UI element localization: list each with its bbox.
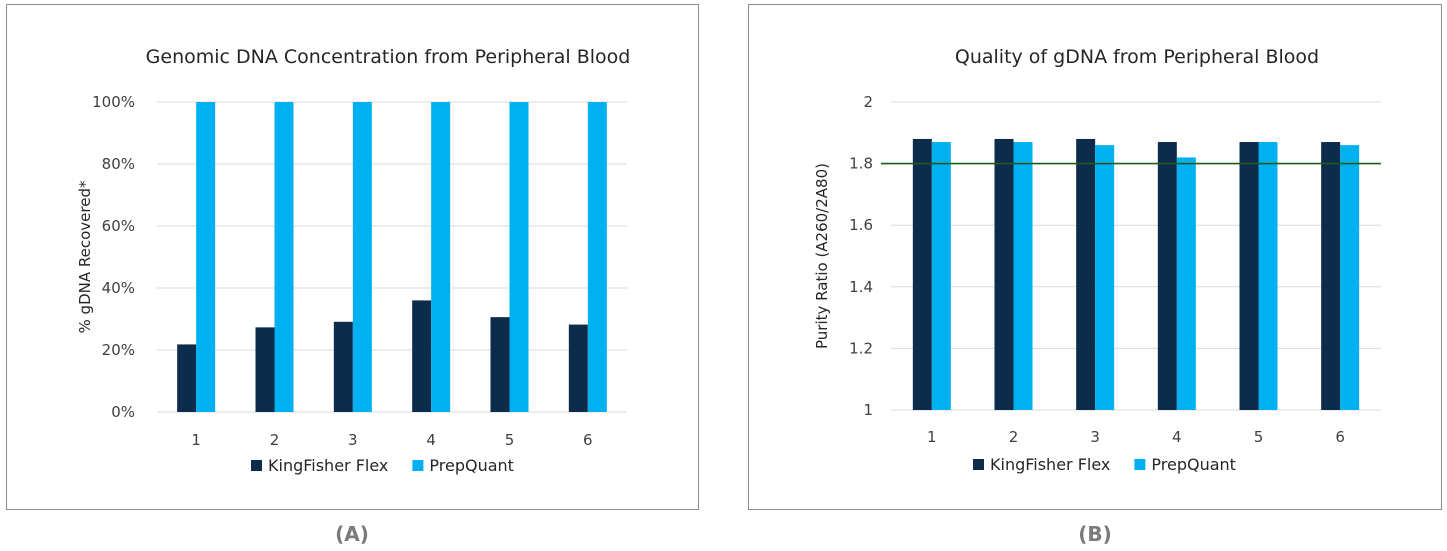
chart-a-legend-label-prepquant: PrepQuant (429, 456, 514, 475)
chart-b-ytick-label: 1.6 (849, 216, 873, 234)
chart-b-bar-prepquant (931, 142, 951, 411)
chart-a-legend-label-kingfisher: KingFisher Flex (268, 456, 388, 475)
chart-b-bar-prepquant (1340, 145, 1360, 410)
chart-b-category-label: 1 (927, 428, 937, 446)
chart-a-category-label: 5 (505, 431, 515, 449)
chart-a-bar-kingfisher (568, 324, 588, 412)
chart-a-ytick-label: 40% (102, 279, 135, 297)
caption-b: (B) (1078, 522, 1112, 546)
chart-a-bar-kingfisher (333, 321, 353, 412)
chart-a-bar-prepquant (196, 102, 216, 412)
chart-b-legend-swatch-prepquant (1134, 459, 1146, 470)
chart-a-category-label: 2 (270, 431, 280, 449)
chart-b-bar-kingfisher (1239, 142, 1259, 411)
chart-b-legend-swatch-kingfisher (973, 459, 984, 470)
chart-b-ytick-label: 2 (863, 93, 873, 111)
chart-b-category-label: 3 (1090, 428, 1100, 446)
chart-a-legend-swatch-prepquant (412, 460, 424, 471)
chart-a-bar-prepquant (509, 102, 529, 412)
chart-b-bar-kingfisher (912, 138, 932, 410)
chart-a-ytick-label: 60% (102, 217, 135, 235)
chart-b-ytick-label: 1.2 (849, 339, 873, 357)
chart-a-legend-swatch-kingfisher (251, 460, 262, 471)
chart-a-category-label: 6 (583, 431, 593, 449)
chart-a-ytick-label: 20% (102, 341, 135, 359)
chart-b-bar-prepquant (1013, 142, 1033, 411)
chart-b-category-label: 5 (1254, 428, 1264, 446)
chart-b-bar-kingfisher (994, 138, 1014, 410)
chart-panel-a: Genomic DNA Concentration from Periphera… (6, 4, 699, 510)
chart-b-bar-kingfisher (1321, 142, 1341, 411)
chart-panel-b: Quality of gDNA from Peripheral Blood 1 1.… (748, 4, 1442, 510)
chart-b-bar-prepquant (1095, 145, 1115, 410)
chart-a-title: Genomic DNA Concentration from Periphera… (146, 46, 631, 68)
chart-b-ytick-label: 1 (863, 401, 873, 419)
chart-a-ytick-label: 100% (92, 93, 135, 111)
chart-a-bar-kingfisher (255, 327, 275, 412)
chart-a-bar-kingfisher (412, 300, 432, 412)
chart-b-ytick-label: 1.8 (849, 155, 873, 173)
chart-b-bar-kingfisher (1157, 142, 1177, 411)
chart-a-bar-prepquant (274, 102, 294, 412)
chart-a-bar-prepquant (587, 102, 607, 412)
chart-b-ylabel: Purity Ratio (A260/2A80) (813, 163, 831, 349)
chart-b-bar-prepquant (1176, 157, 1196, 410)
chart-a-bar-kingfisher (490, 317, 510, 412)
chart-b-category-label: 2 (1009, 428, 1019, 446)
chart-a-bar-kingfisher (177, 344, 197, 412)
chart-a-ytick-label: 0% (111, 403, 135, 421)
chart-b-title: Quality of gDNA from Peripheral Blood (955, 46, 1319, 68)
chart-b-bar-kingfisher (1076, 138, 1096, 410)
chart-a-bar-prepquant (431, 102, 451, 412)
chart-b-legend-label-kingfisher: KingFisher Flex (990, 455, 1110, 474)
chart-a-category-label: 4 (426, 431, 436, 449)
chart-a-bar-prepquant (352, 102, 372, 412)
chart-b-bar-prepquant (1258, 142, 1278, 411)
chart-b-legend-label-prepquant: PrepQuant (1151, 455, 1236, 474)
chart-a-ylabel: % gDNA Recovered* (76, 180, 94, 333)
chart-a-category-label: 1 (191, 431, 201, 449)
chart-b-category-label: 4 (1172, 428, 1182, 446)
caption-a: (A) (335, 522, 369, 546)
chart-a-svg: Genomic DNA Concentration from Periphera… (76, 46, 631, 475)
chart-b-ytick-label: 1.4 (849, 278, 873, 296)
chart-a-ytick-label: 80% (102, 155, 135, 173)
chart-b-svg: Quality of gDNA from Peripheral Blood 1 1.… (813, 46, 1381, 474)
chart-b-category-label: 6 (1335, 428, 1345, 446)
chart-a-category-label: 3 (348, 431, 358, 449)
